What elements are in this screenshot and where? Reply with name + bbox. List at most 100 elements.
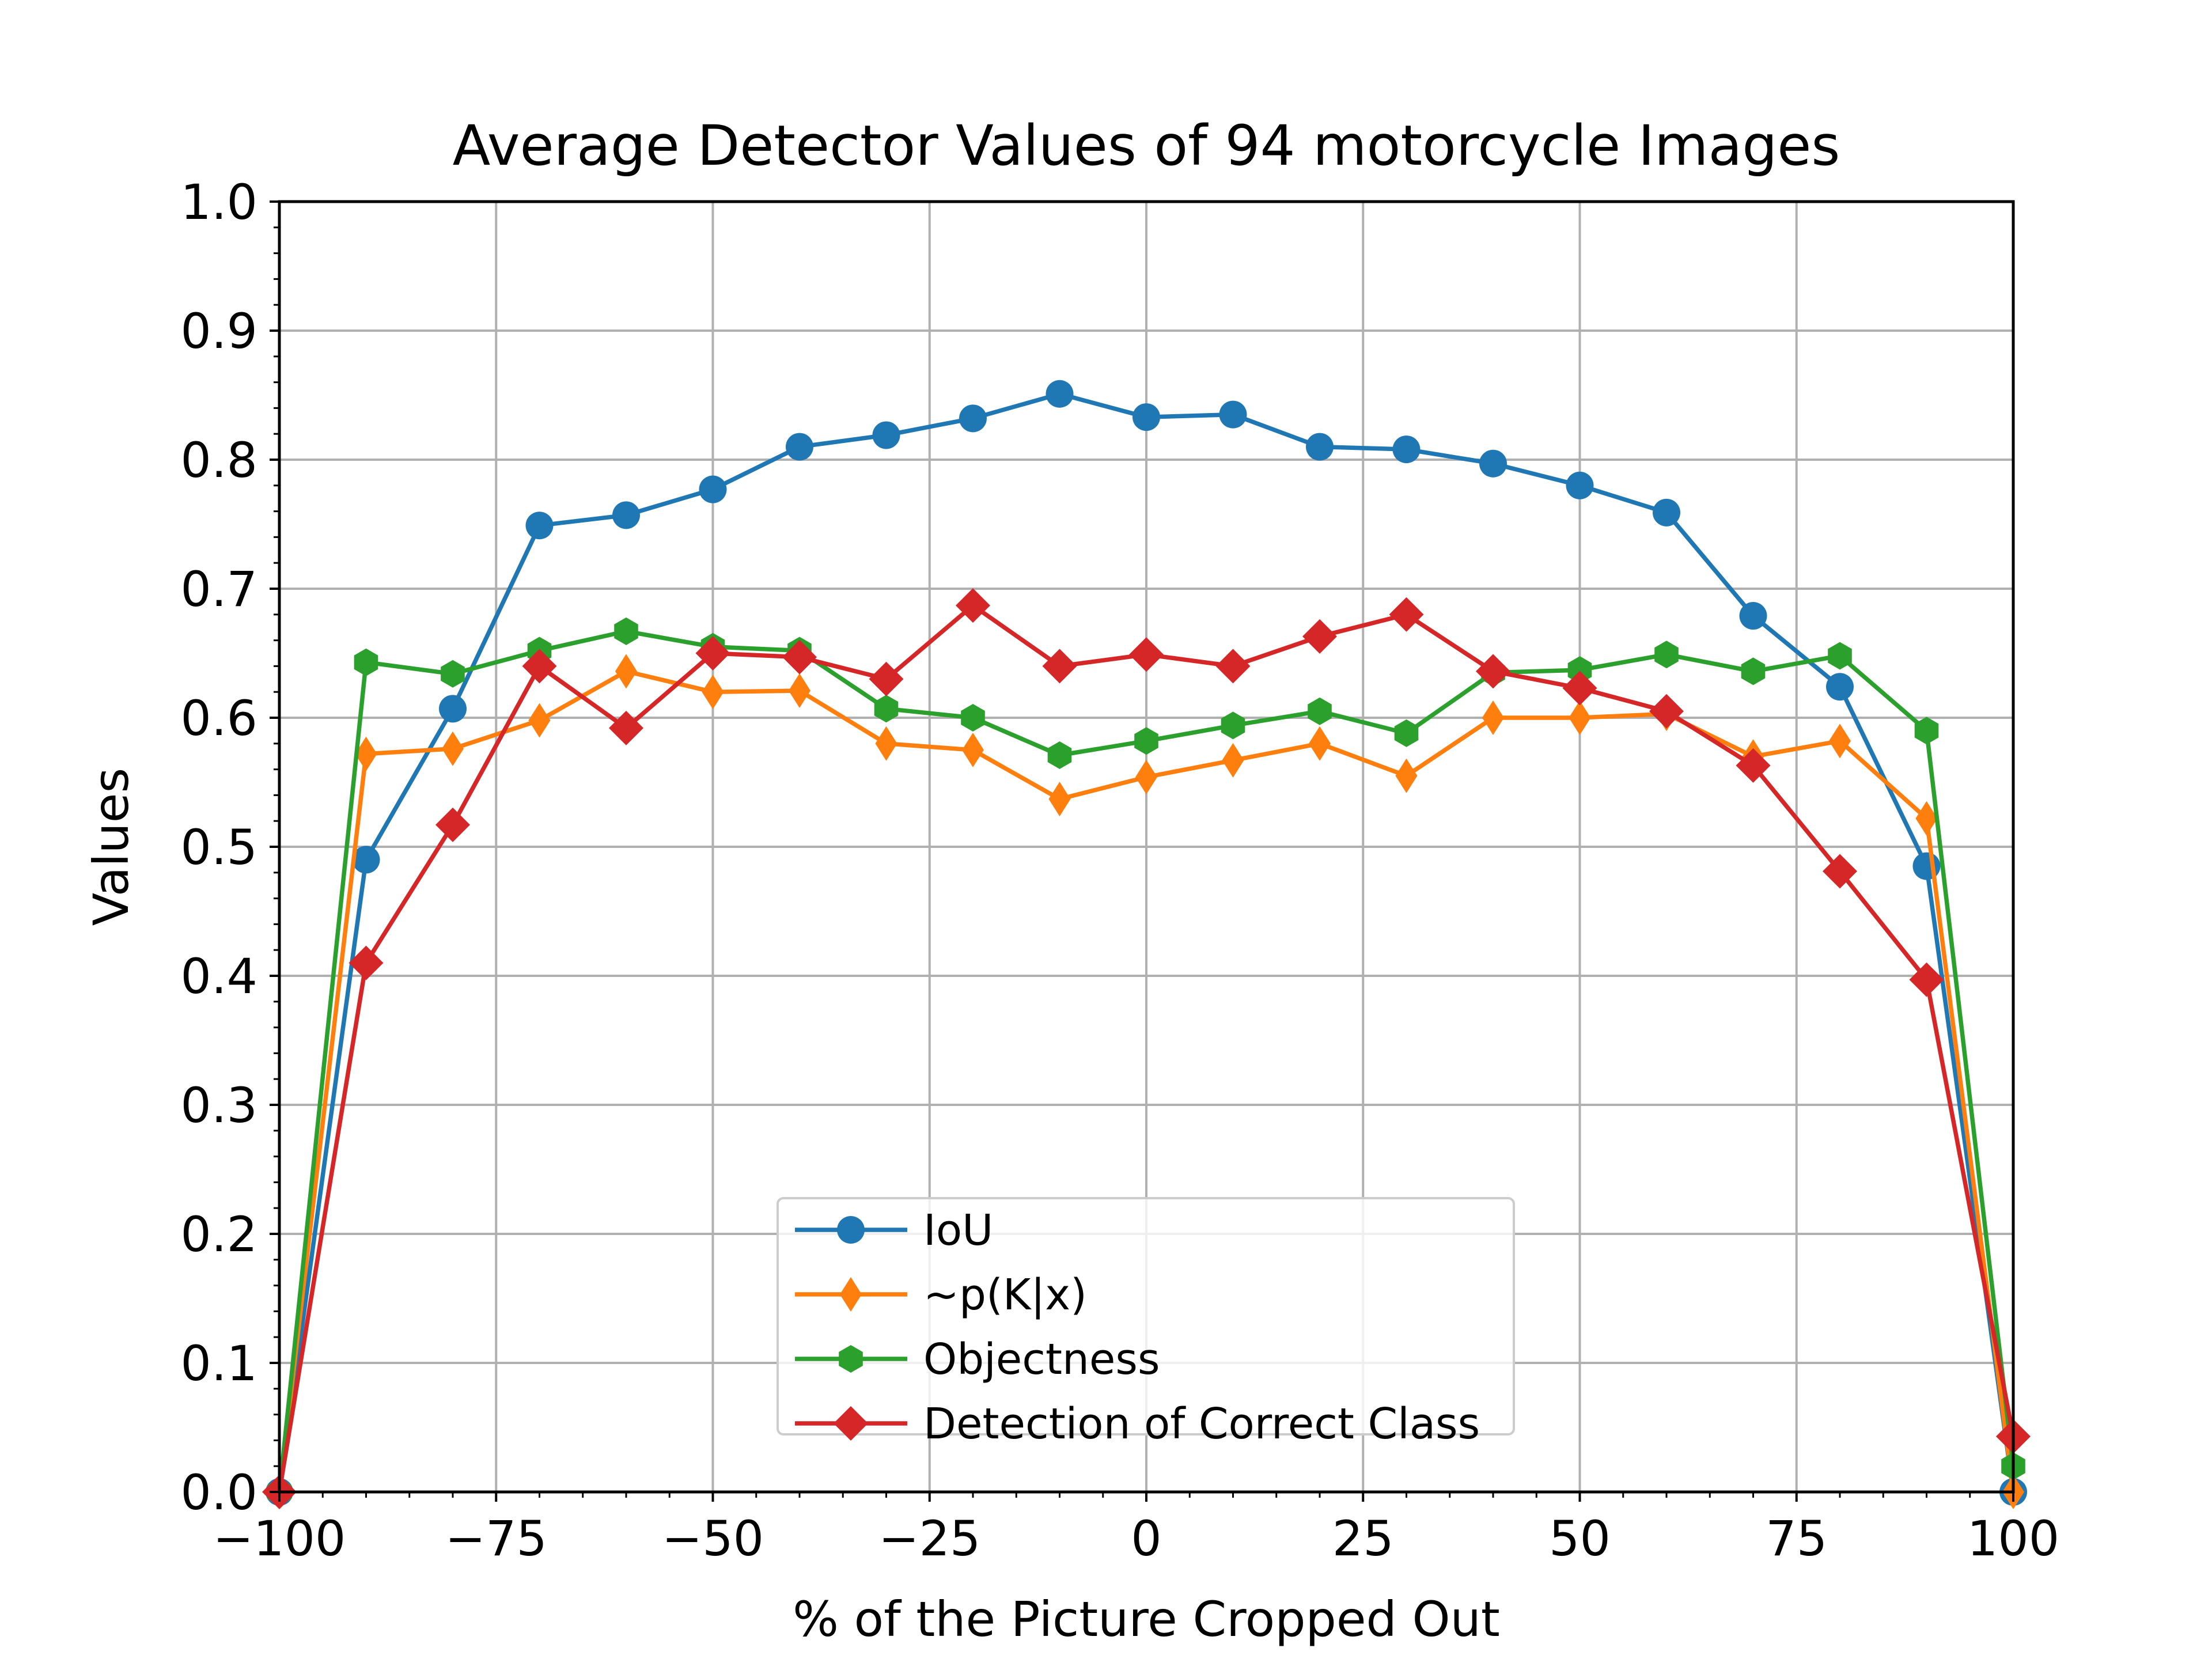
data-point [1394, 719, 1419, 747]
data-point [352, 846, 380, 874]
data-point [875, 726, 897, 761]
data-point [1132, 403, 1160, 431]
data-point [1653, 498, 1680, 527]
y-tick-label: 0.5 [180, 819, 257, 876]
data-point [1823, 854, 1857, 889]
x-tick-label: 100 [1967, 1510, 2059, 1567]
data-point [1476, 654, 1510, 689]
data-point [1219, 400, 1247, 429]
series-group [262, 380, 2031, 1509]
legend-entry: IoU [795, 1206, 993, 1255]
legend-label: Detection of Correct Class [923, 1399, 1480, 1449]
data-point [1828, 642, 1852, 670]
legend-box [777, 1197, 1515, 1435]
legend-entry: Detection of Correct Class [795, 1399, 1480, 1449]
y-tick-label: 0.8 [180, 432, 257, 488]
x-tick-label: −25 [878, 1510, 980, 1567]
data-point [782, 639, 817, 675]
data-point [1654, 641, 1679, 669]
legend-marker [834, 1406, 868, 1441]
data-point [1741, 657, 1766, 685]
data-point [1909, 962, 1944, 997]
data-point [789, 673, 810, 708]
data-point [695, 636, 730, 671]
ticks: −100 −75 −50 −25 0 25 50 75 100 0.0 0.1 0.2 0.3 0.4 0.… [180, 174, 2059, 1567]
data-point [1134, 727, 1158, 755]
legend-label: IoU [923, 1206, 993, 1255]
data-point [956, 588, 990, 623]
legend-marker [840, 1277, 862, 1312]
data-point [1562, 671, 1597, 706]
data-point [355, 736, 377, 771]
data-point [1736, 748, 1771, 783]
data-point [1222, 743, 1244, 778]
legend-marker [839, 1345, 863, 1373]
y-tick-label: 0.1 [180, 1335, 257, 1392]
data-point [442, 731, 464, 766]
data-point [1829, 724, 1851, 759]
data-point [699, 475, 727, 503]
data-point [614, 617, 638, 645]
data-point [1566, 471, 1594, 499]
data-point [528, 703, 551, 738]
data-point [441, 660, 465, 688]
data-point [1221, 711, 1245, 740]
data-point [1739, 602, 1767, 630]
data-point [525, 512, 554, 540]
x-axis-label: % of the Picture Cropped Out [793, 1591, 1500, 1647]
x-tick-label: 50 [1549, 1510, 1611, 1567]
data-point [1389, 597, 1424, 632]
data-point [1482, 700, 1504, 735]
data-point [1915, 801, 1938, 836]
y-tick-label: 0.3 [180, 1077, 257, 1134]
y-tick-label: 0.2 [180, 1206, 257, 1263]
data-point [1309, 726, 1331, 761]
series-detection-of-correct-class [262, 588, 2031, 1509]
data-point [1302, 619, 1337, 654]
data-point [522, 649, 557, 684]
data-point [961, 704, 985, 732]
data-point [1649, 694, 1684, 729]
data-point [1306, 433, 1334, 461]
data-point [1129, 637, 1164, 672]
data-point [1048, 782, 1071, 817]
data-point [439, 695, 467, 723]
data-point [609, 710, 643, 745]
data-point [872, 421, 900, 449]
data-point [1569, 700, 1591, 735]
data-point [1047, 741, 1072, 769]
data-point [435, 807, 470, 842]
x-tick-label: −75 [445, 1510, 547, 1567]
x-tick-label: −50 [662, 1510, 764, 1567]
y-tick-label: 0.6 [180, 690, 257, 747]
data-point [612, 501, 640, 529]
data-point [959, 404, 987, 433]
data-point [1042, 649, 1077, 684]
y-tick-label: 0.9 [180, 303, 257, 359]
data-point [349, 945, 384, 980]
data-point [354, 648, 378, 676]
y-tick-label: 0.7 [180, 561, 257, 618]
data-point [615, 654, 637, 689]
legend: IoU ~p(K|x) Objectness Detection of Correct… [777, 1197, 1515, 1449]
chart-title: Average Detector Values of 94 motorcycle… [453, 113, 1840, 178]
data-point [1392, 435, 1421, 464]
x-tick-label: 0 [1131, 1510, 1161, 1567]
data-point [869, 661, 904, 696]
x-tick-label: −100 [213, 1510, 346, 1567]
data-point [702, 675, 724, 710]
data-point [874, 695, 899, 723]
legend-entry: ~p(K|x) [795, 1270, 1087, 1320]
data-point [1912, 852, 1941, 880]
data-point [1914, 717, 1939, 745]
data-point [962, 733, 984, 767]
y-tick-label: 0.4 [180, 948, 257, 1005]
data-point [1826, 673, 1854, 701]
y-axis-label: Values [83, 768, 139, 926]
legend-entry: Objectness [795, 1335, 1160, 1384]
data-point [1046, 380, 1074, 408]
y-tick-label: 0.0 [180, 1464, 257, 1521]
data-point [1395, 758, 1418, 793]
data-point [1215, 649, 1251, 684]
